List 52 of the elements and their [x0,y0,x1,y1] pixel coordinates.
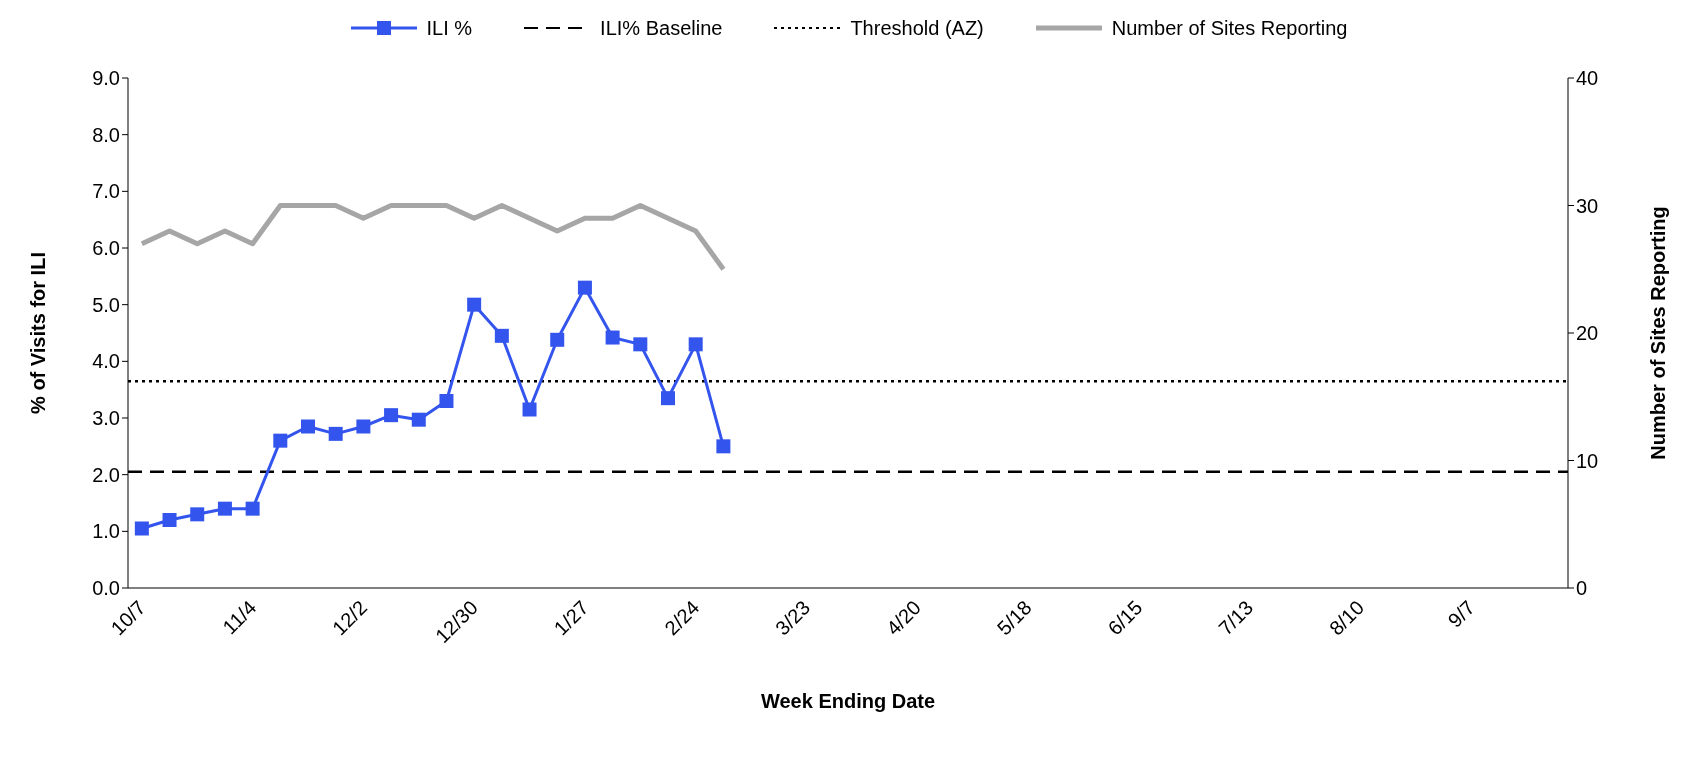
point [328,426,343,441]
x-tick-label: 8/10 [1325,596,1369,640]
x-tick-label: 7/13 [1214,596,1258,640]
y2-tick-label: 20 [1576,322,1599,345]
x-axis-title: Week Ending Date [760,690,936,712]
point [661,391,675,406]
legend-label: ILI % [426,16,473,40]
y-tick-label: 7.0 [92,180,120,203]
y-tick-label: 2.0 [92,463,120,486]
point [494,328,509,343]
point [605,330,620,345]
y2-tick-label: 30 [1576,194,1599,217]
legend-label: Threshold (AZ) [850,16,984,40]
point [522,402,537,417]
y-tick-label: 3.0 [92,407,120,430]
y-tick-label: 0.0 [92,577,120,600]
y-tick-label: 6.0 [92,237,120,260]
point [190,507,205,522]
y-tick-label: 5.0 [92,293,120,316]
y-tick-label: 4.0 [92,350,120,373]
y-tick-label: 8.0 [92,123,120,146]
point [384,408,399,423]
x-tick-label: 5/18 [992,596,1036,640]
y2-tick-label: 10 [1576,449,1599,472]
point [245,501,260,516]
x-tick-label: 3/23 [771,596,815,640]
x-tick-label: 11/4 [218,596,261,639]
point [633,337,648,352]
point [577,280,592,295]
point [688,337,703,352]
point [217,501,232,516]
point [134,521,149,536]
point [411,412,426,427]
point [301,419,315,434]
legend-label: ILI% Baseline [600,16,723,40]
x-tick-label: 4/20 [881,596,926,640]
point [716,439,731,454]
y2-tick-label: 40 [1576,67,1599,90]
y2-tick-label: 0 [1576,577,1588,600]
point [356,419,371,434]
y-tick-label: 9.0 [92,67,120,90]
legend-label: Number of Sites Reporting [1111,16,1348,40]
point [439,394,454,408]
x-tick-label: 9/7 [1443,596,1479,632]
point [273,433,288,448]
x-tick-label: 6/15 [1103,596,1147,640]
point [162,513,177,527]
y-axis-title: % of Visits for ILI [27,252,50,414]
point [467,297,482,312]
y-tick-label: 1.0 [92,520,120,543]
point [550,332,565,347]
y2-axis-title: Number of Sites Reporting [1647,206,1670,460]
